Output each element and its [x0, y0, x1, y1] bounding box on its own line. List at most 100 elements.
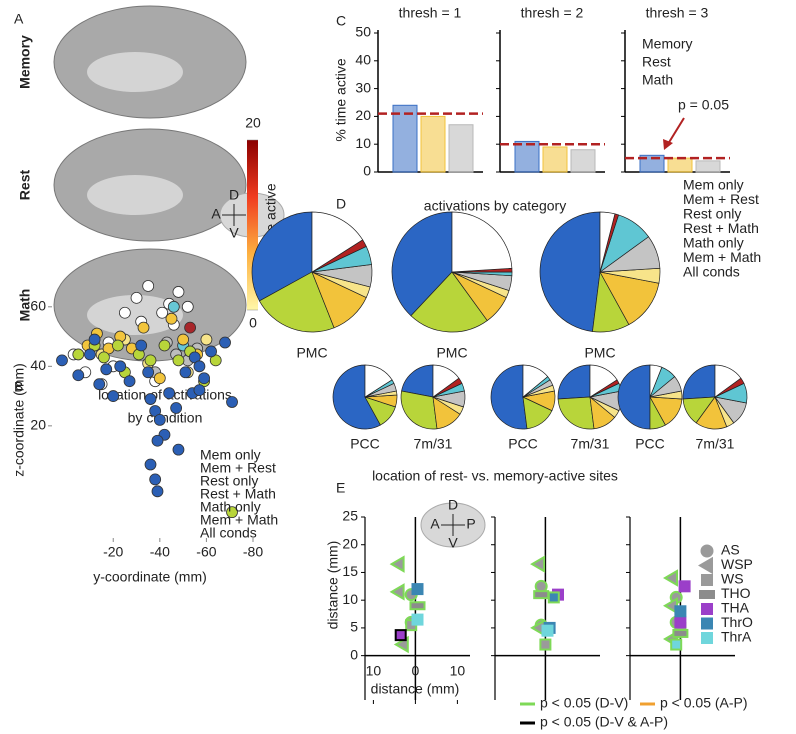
bar: [695, 160, 721, 173]
scatter-point: [98, 351, 110, 364]
chart-title: location of rest- vs. memory-active site…: [372, 468, 618, 484]
scatter-point: [172, 354, 185, 367]
orientation-label: V: [448, 535, 458, 551]
pie-label: PCC: [508, 436, 538, 452]
marker: [663, 569, 678, 587]
marker: [389, 583, 405, 601]
pie-slice: [451, 211, 513, 273]
x-tick-label: -20: [103, 544, 123, 560]
brain-inner: [87, 175, 183, 215]
scatter-point: [123, 375, 136, 388]
legend-label: WS: [721, 571, 744, 587]
panel-label: A: [14, 11, 24, 27]
orientation-label: P: [466, 516, 475, 532]
y-axis-label: z-coordinate (mm): [11, 363, 27, 477]
pie-slice: [251, 211, 313, 302]
bar: [542, 146, 568, 173]
scatter-point: [142, 280, 155, 292]
legend-label: p < 0.05 (D-V): [540, 695, 628, 711]
x-tick-label: -80: [243, 544, 263, 560]
x-tick-label: -60: [196, 544, 216, 560]
legend-label: ThrA: [721, 629, 752, 645]
brain-label: Memory: [17, 35, 33, 89]
panel-label: D: [336, 196, 346, 212]
scatter-point: [177, 333, 190, 346]
orientation-label: A: [211, 206, 221, 222]
marker: [394, 629, 407, 642]
scatter-point: [142, 366, 155, 379]
pie-slice: [557, 396, 595, 430]
marker: [698, 556, 713, 575]
brains: [53, 5, 486, 548]
x-tick-label: 10: [366, 663, 382, 679]
pie-slice: [400, 390, 438, 430]
legend-label: p < 0.05 (A-P): [660, 695, 748, 711]
scatter-point: [181, 300, 194, 313]
colorbar: [247, 140, 258, 310]
subplot-title: thresh = 1: [399, 5, 462, 21]
marker: [674, 616, 687, 629]
scatter-point: [165, 312, 178, 325]
marker: [389, 555, 405, 573]
legend-label: Memory: [642, 36, 693, 52]
panel-label: C: [336, 13, 346, 29]
marker: [678, 580, 691, 593]
pie-slice: [522, 364, 549, 398]
bar: [420, 115, 446, 173]
legend-label: THA: [721, 600, 750, 616]
colorbar-tick-label: 0: [249, 315, 257, 331]
y-axis-label: distance (mm): [325, 541, 341, 630]
y-tick-label: 25: [342, 508, 358, 524]
legend-label: Rest only: [683, 206, 741, 222]
subplot-title: thresh = 3: [646, 5, 709, 21]
pie-label: PMC: [436, 345, 467, 361]
scatter-point: [153, 372, 166, 385]
pie-slice: [391, 211, 453, 317]
scatter-point: [184, 321, 197, 334]
legend-label: p < 0.05 (D-V & A-P): [540, 714, 668, 730]
pie-slice: [599, 211, 616, 273]
scatter-point: [100, 363, 113, 376]
y-tick-label: 40: [355, 52, 371, 68]
marker: [411, 613, 424, 626]
pie-label: 7m/31: [414, 436, 453, 452]
pie-slice: [649, 364, 663, 398]
scatter-point: [149, 473, 162, 486]
orientation-label: D: [229, 187, 239, 203]
pie-slice: [589, 364, 618, 398]
legend-label: Mem + Rest: [200, 460, 276, 476]
orientation-label: V: [229, 225, 239, 241]
scatter-point: [144, 458, 157, 471]
pie-label: 7m/31: [571, 436, 610, 452]
scatter-point: [219, 336, 231, 349]
scatter-point: [84, 348, 96, 361]
marker: [533, 590, 550, 600]
legend-label: Rest only: [200, 473, 258, 489]
y-tick-label: 0: [363, 163, 371, 179]
pie-label: PMC: [584, 345, 615, 361]
pie-slice: [401, 364, 434, 398]
legend-label: Mem only: [200, 447, 261, 463]
legend-label: Mem + Rest: [683, 191, 759, 207]
marker: [541, 624, 554, 637]
x-tick-label: -40: [150, 544, 170, 560]
pie-slice: [557, 364, 591, 400]
legend-label: All conds: [683, 264, 740, 280]
panel-label: E: [336, 480, 345, 496]
legend-label: All conds: [200, 525, 257, 541]
pie-slice: [539, 211, 601, 332]
annotation-arrow: [667, 117, 685, 145]
scatter-point: [193, 384, 206, 397]
legend-label: Mem + Math: [200, 512, 278, 528]
pie-slice: [599, 271, 660, 326]
marker: [547, 591, 560, 604]
scatter-point: [205, 345, 217, 358]
scatter-point: [107, 390, 120, 402]
marker: [530, 555, 546, 573]
compass: [222, 204, 246, 226]
scatter-point: [193, 360, 206, 373]
marker: [670, 638, 683, 651]
legend-label: Mem only: [683, 177, 744, 193]
pie-slice: [410, 271, 488, 333]
